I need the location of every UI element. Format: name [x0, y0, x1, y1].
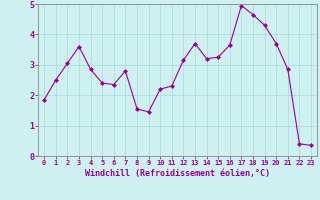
- X-axis label: Windchill (Refroidissement éolien,°C): Windchill (Refroidissement éolien,°C): [85, 169, 270, 178]
